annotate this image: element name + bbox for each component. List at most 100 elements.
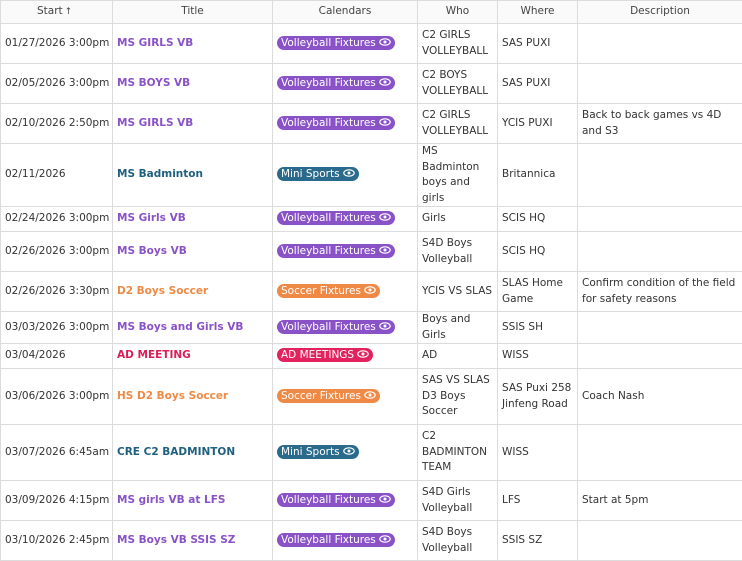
eye-icon[interactable] bbox=[379, 118, 391, 126]
start-cell: 02/10/2026 2:50pm bbox=[1, 104, 113, 144]
description-cell: Coach Nash bbox=[578, 369, 742, 425]
column-header-who[interactable]: Who bbox=[418, 1, 498, 24]
calendar-badge[interactable]: Soccer Fixtures bbox=[277, 284, 380, 298]
title-cell[interactable]: HS D2 Boys Soccer bbox=[113, 369, 273, 425]
calendar-cell: Volleyball Fixtures bbox=[273, 312, 418, 344]
header-row: Start↑ Title Calendars Who Where Descrip… bbox=[1, 1, 742, 24]
start-cell: 03/06/2026 3:00pm bbox=[1, 369, 113, 425]
description-cell bbox=[578, 232, 742, 272]
where-cell: SLAS Home Game bbox=[498, 272, 578, 312]
calendar-badge[interactable]: Volleyball Fixtures bbox=[277, 244, 395, 258]
who-cell: C2 BOYS VOLLEYBALL bbox=[418, 64, 498, 104]
description-cell: Confirm condition of the field for safet… bbox=[578, 272, 742, 312]
column-header-start[interactable]: Start↑ bbox=[1, 1, 113, 24]
calendar-badge[interactable]: Volleyball Fixtures bbox=[277, 36, 395, 50]
title-cell[interactable]: D2 Boys Soccer bbox=[113, 272, 273, 312]
column-header-description[interactable]: Description bbox=[578, 1, 742, 24]
calendar-badge[interactable]: AD MEETINGS bbox=[277, 348, 373, 362]
who-cell: S4D Boys Volleyball bbox=[418, 521, 498, 561]
where-cell: YCIS PUXI bbox=[498, 104, 578, 144]
eye-icon[interactable] bbox=[379, 213, 391, 221]
sort-ascending-arrow-icon[interactable]: ↑ bbox=[65, 7, 73, 17]
where-cell: SAS Puxi 258 Jinfeng Road bbox=[498, 369, 578, 425]
calendar-cell: Volleyball Fixtures bbox=[273, 232, 418, 272]
title-cell[interactable]: MS Boys and Girls VB bbox=[113, 312, 273, 344]
calendar-badge[interactable]: Mini Sports bbox=[277, 445, 359, 459]
who-cell: YCIS VS SLAS bbox=[418, 272, 498, 312]
calendar-cell: Soccer Fixtures bbox=[273, 369, 418, 425]
calendar-badge[interactable]: Volleyball Fixtures bbox=[277, 493, 395, 507]
where-cell: SAS PUXI bbox=[498, 24, 578, 64]
description-cell bbox=[578, 144, 742, 207]
eye-icon[interactable] bbox=[357, 350, 369, 358]
eye-icon[interactable] bbox=[379, 246, 391, 254]
description-cell bbox=[578, 521, 742, 561]
eye-icon[interactable] bbox=[343, 447, 355, 455]
title-cell[interactable]: MS Boys VB SSIS SZ bbox=[113, 521, 273, 561]
calendar-badge-label: Mini Sports bbox=[281, 446, 340, 458]
where-cell: SSIS SZ bbox=[498, 521, 578, 561]
calendar-badge[interactable]: Volleyball Fixtures bbox=[277, 211, 395, 225]
calendar-badge[interactable]: Volleyball Fixtures bbox=[277, 320, 395, 334]
description-cell: Start at 5pm bbox=[578, 481, 742, 521]
calendar-badge[interactable]: Mini Sports bbox=[277, 167, 359, 181]
calendar-badge-label: Volleyball Fixtures bbox=[281, 77, 376, 89]
eye-icon[interactable] bbox=[364, 286, 376, 294]
title-cell[interactable]: AD MEETING bbox=[113, 344, 273, 369]
eye-icon[interactable] bbox=[343, 169, 355, 177]
start-cell: 02/11/2026 bbox=[1, 144, 113, 207]
where-cell: WISS bbox=[498, 344, 578, 369]
eye-icon[interactable] bbox=[364, 391, 376, 399]
calendar-cell: Mini Sports bbox=[273, 144, 418, 207]
calendar-badge-label: Volleyball Fixtures bbox=[281, 212, 376, 224]
description-cell: Back to back games vs 4D and S3 bbox=[578, 104, 742, 144]
calendar-badge[interactable]: Volleyball Fixtures bbox=[277, 76, 395, 90]
who-cell: S4D Boys Volleyball bbox=[418, 232, 498, 272]
start-cell: 03/09/2026 4:15pm bbox=[1, 481, 113, 521]
eye-icon[interactable] bbox=[379, 38, 391, 46]
title-cell[interactable]: MS BOYS VB bbox=[113, 64, 273, 104]
title-cell[interactable]: CRE C2 BADMINTON bbox=[113, 425, 273, 481]
eye-icon[interactable] bbox=[379, 495, 391, 503]
start-cell: 03/04/2026 bbox=[1, 344, 113, 369]
title-cell[interactable]: MS GIRLS VB bbox=[113, 24, 273, 64]
eye-icon[interactable] bbox=[379, 322, 391, 330]
calendar-badge[interactable]: Volleyball Fixtures bbox=[277, 116, 395, 130]
column-header-calendars[interactable]: Calendars bbox=[273, 1, 418, 24]
eye-icon[interactable] bbox=[379, 78, 391, 86]
calendar-badge-label: Volleyball Fixtures bbox=[281, 534, 376, 546]
who-cell: MS Badminton boys and girls bbox=[418, 144, 498, 207]
title-cell[interactable]: MS Badminton bbox=[113, 144, 273, 207]
who-cell: Boys and Girls bbox=[418, 312, 498, 344]
start-cell: 02/05/2026 3:00pm bbox=[1, 64, 113, 104]
calendar-badge[interactable]: Volleyball Fixtures bbox=[277, 533, 395, 547]
title-cell[interactable]: MS Girls VB bbox=[113, 207, 273, 232]
column-header-title[interactable]: Title bbox=[113, 1, 273, 24]
title-cell[interactable]: MS girls VB at LFS bbox=[113, 481, 273, 521]
start-cell: 02/26/2026 3:00pm bbox=[1, 232, 113, 272]
where-cell: SAS PUXI bbox=[498, 64, 578, 104]
description-cell bbox=[578, 425, 742, 481]
calendar-badge-label: AD MEETINGS bbox=[281, 349, 354, 361]
title-cell[interactable]: MS GIRLS VB bbox=[113, 104, 273, 144]
eye-icon[interactable] bbox=[379, 535, 391, 543]
calendar-badge[interactable]: Soccer Fixtures bbox=[277, 389, 380, 403]
calendar-cell: AD MEETINGS bbox=[273, 344, 418, 369]
column-header-where[interactable]: Where bbox=[498, 1, 578, 24]
title-cell[interactable]: MS Boys VB bbox=[113, 232, 273, 272]
where-cell: SCIS HQ bbox=[498, 207, 578, 232]
calendar-badge-label: Volleyball Fixtures bbox=[281, 117, 376, 129]
